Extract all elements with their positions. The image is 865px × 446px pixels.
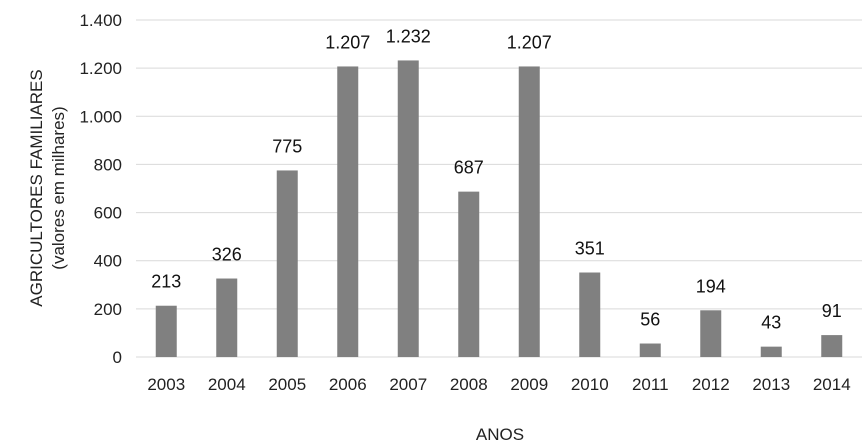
bars	[155, 60, 843, 357]
x-tick-label: 2013	[752, 375, 790, 394]
y-tick-label: 1.000	[79, 107, 122, 126]
y-axis-title-line1: AGRICULTORES FAMILIARES	[27, 69, 46, 306]
x-tick-label: 2008	[450, 375, 488, 394]
data-label: 687	[454, 158, 484, 178]
bar	[155, 305, 177, 357]
data-label: 1.207	[507, 32, 552, 52]
bar	[518, 66, 540, 357]
bar	[337, 66, 359, 357]
x-tick-label: 2012	[692, 375, 730, 394]
x-tick-label: 2009	[510, 375, 548, 394]
x-tick-label: 2004	[208, 375, 246, 394]
y-tick-label: 1.400	[79, 11, 122, 30]
gridlines	[136, 19, 862, 358]
data-label: 775	[272, 136, 302, 156]
y-tick-label: 0	[113, 348, 122, 367]
data-label: 194	[696, 276, 726, 296]
x-tick-label: 2005	[268, 375, 306, 394]
data-label: 91	[822, 301, 842, 321]
x-tick-label: 2007	[389, 375, 427, 394]
bar	[760, 346, 782, 357]
data-label: 43	[761, 313, 781, 333]
y-axis-title-line2: (valores em milhares)	[49, 106, 68, 269]
y-tick-label: 400	[94, 252, 122, 271]
x-tick-label: 2014	[813, 375, 851, 394]
y-tick-label: 200	[94, 300, 122, 319]
data-label: 351	[575, 239, 605, 259]
data-label: 56	[640, 310, 660, 330]
x-tick-label: 2003	[147, 375, 185, 394]
bar	[821, 335, 843, 357]
bar	[700, 310, 722, 357]
x-axis-title: ANOS	[476, 425, 524, 444]
x-axis-ticks: 2003 2004 2005 2006 2007 2008 2009 2010 2011 2012…	[147, 375, 850, 394]
y-axis-ticks: 0 200 400 600 800 1.000 1.200 1.400	[79, 11, 122, 367]
bar	[579, 272, 601, 357]
x-tick-label: 2011	[632, 375, 669, 394]
bar	[458, 191, 480, 357]
data-label: 1.207	[325, 32, 370, 52]
data-label: 1.232	[386, 26, 431, 46]
y-tick-label: 600	[94, 204, 122, 223]
data-label: 213	[151, 272, 181, 292]
bar	[216, 278, 238, 357]
y-tick-label: 800	[94, 155, 122, 174]
bar	[276, 170, 298, 357]
bar	[639, 343, 661, 357]
bar	[397, 60, 419, 357]
y-tick-label: 1.200	[79, 59, 122, 78]
x-tick-label: 2006	[329, 375, 367, 394]
data-label: 326	[212, 245, 242, 265]
x-tick-label: 2010	[571, 375, 609, 394]
value-labels: 213 326 775 1.207 1.232 687 1.207 351 56 194 43 91	[151, 26, 842, 332]
